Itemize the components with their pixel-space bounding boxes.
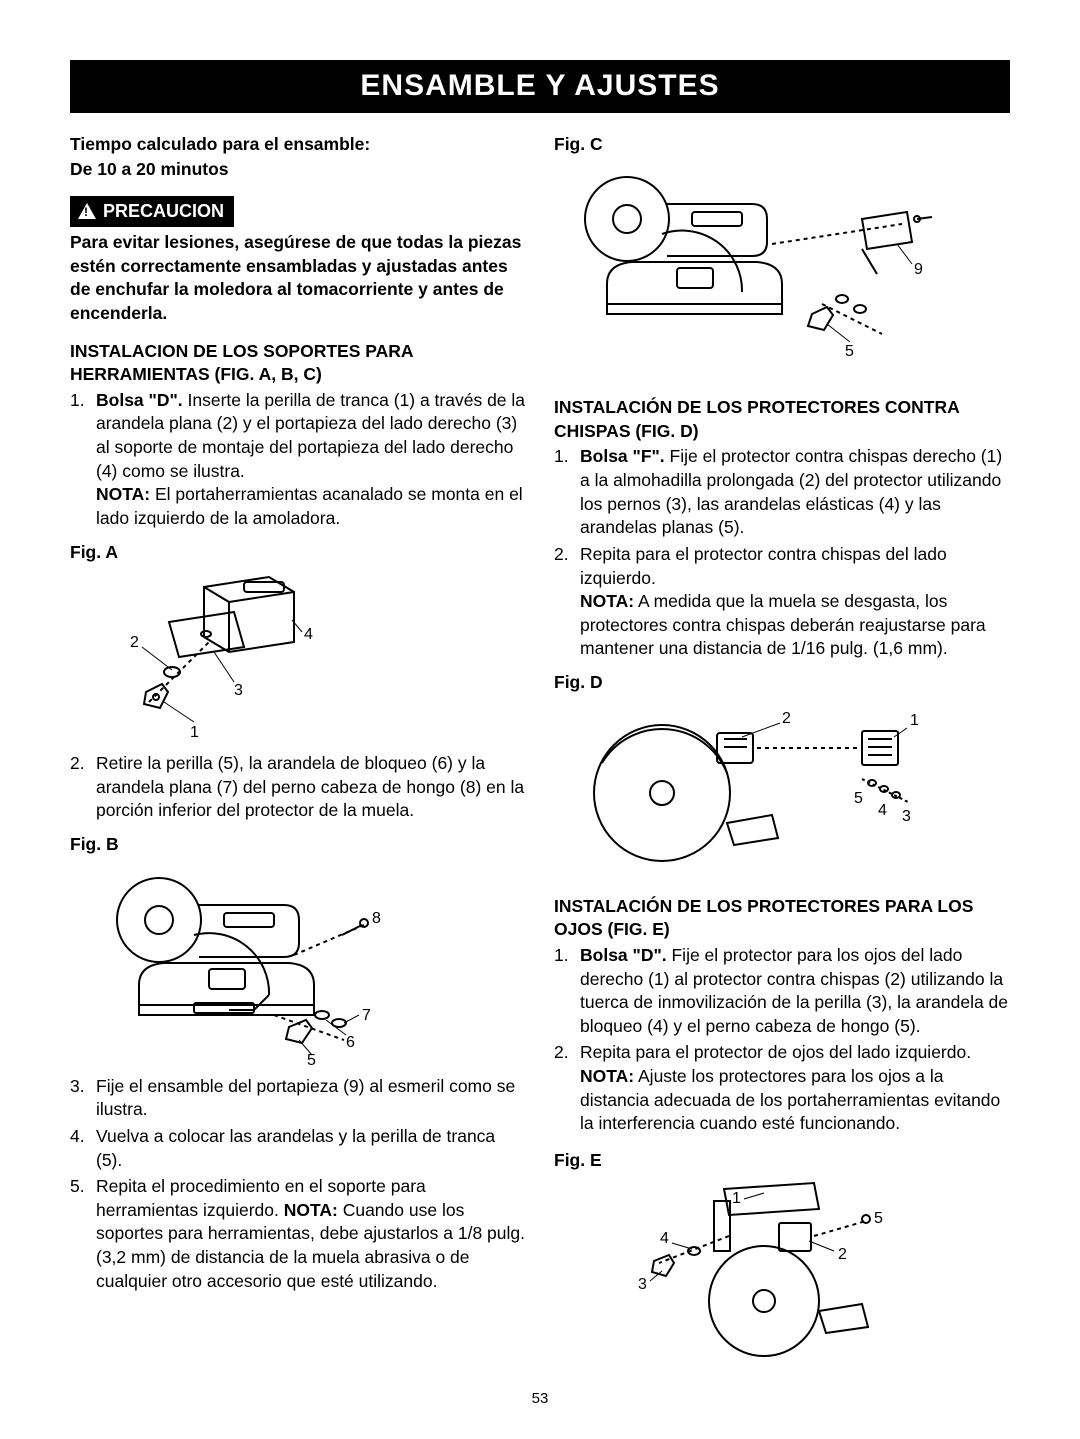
list-item: Fije el ensamble del portapieza (9) al e…	[70, 1075, 526, 1122]
callout: 1	[190, 724, 199, 741]
callout: 9	[914, 261, 923, 278]
fig-c-label: Fig. C	[554, 133, 1010, 157]
step-text: Retire la perilla (5), la arandela de bl…	[96, 753, 524, 820]
step-lead: Bolsa "D".	[580, 945, 667, 965]
note-label: NOTA:	[580, 591, 634, 611]
callout: 1	[910, 712, 919, 729]
list-item: Bolsa "D". Inserte la perilla de tranca …	[70, 389, 526, 531]
callout: 5	[854, 790, 863, 807]
fig-e-label: Fig. E	[554, 1149, 602, 1173]
page-number: 53	[70, 1389, 1010, 1409]
section3-heading: INSTALACIÓN DE LOS PROTECTORES PARA LOS …	[554, 895, 1010, 942]
callout: 5	[845, 343, 854, 360]
callout: 3	[234, 682, 243, 699]
caution-label: PRECAUCION	[103, 199, 224, 223]
callout: 4	[304, 626, 313, 643]
note-text: El portaherramientas acanalado se monta …	[96, 484, 523, 528]
section1-steps-c: Fije el ensamble del portapieza (9) al e…	[70, 1075, 526, 1294]
left-column: Tiempo calculado para el ensamble: De 10…	[70, 133, 526, 1369]
list-item: Repita para el protector contra chispas …	[554, 543, 1010, 661]
callout: 2	[130, 634, 139, 651]
step-text: A medida que la muela se desgasta, los p…	[580, 591, 986, 658]
list-item: Repita el procedimiento en el soporte pa…	[70, 1175, 526, 1293]
step-text: Ajuste los protectores para los ojos a l…	[580, 1066, 1000, 1133]
step-text: Repita para el protector de ojos del lad…	[580, 1042, 971, 1062]
list-item: Bolsa "D". Fije el protector para los oj…	[554, 944, 1010, 1039]
fig-a-label: Fig. A	[70, 541, 526, 565]
figure-b: 8 7 6 5	[70, 861, 526, 1073]
step-text: Fije el ensamble del portapieza (9) al e…	[96, 1076, 515, 1120]
callout: 2	[838, 1246, 847, 1263]
list-item: Repita para el protector de ojos del lad…	[554, 1041, 1010, 1136]
callout: 2	[782, 710, 791, 727]
callout: 3	[638, 1276, 647, 1293]
callout: 5	[874, 1210, 883, 1227]
list-item: Retire la perilla (5), la arandela de bl…	[70, 752, 526, 823]
caution-badge: PRECAUCION	[70, 196, 234, 227]
figure-a: 2 4 3 1	[70, 568, 526, 750]
callout: 8	[372, 910, 381, 927]
note-label: NOTA:	[284, 1200, 338, 1220]
note-label: NOTA:	[96, 484, 150, 504]
warning-icon	[78, 203, 96, 219]
note-label: NOTA:	[580, 1066, 634, 1086]
figure-c: 9 5	[554, 160, 1010, 382]
callout: 7	[362, 1007, 371, 1024]
figure-e: 1 5 2 4 3	[554, 1177, 1010, 1369]
step-lead: Bolsa "D".	[96, 390, 183, 410]
section3-steps: Bolsa "D". Fije el protector para los oj…	[554, 944, 1010, 1136]
section1-steps: Bolsa "D". Inserte la perilla de tranca …	[70, 389, 526, 531]
callout: 4	[878, 802, 887, 819]
section1-steps-b: Retire la perilla (5), la arandela de bl…	[70, 752, 526, 823]
two-column-layout: Tiempo calculado para el ensamble: De 10…	[70, 133, 1010, 1369]
time-text: De 10 a 20 minutos	[70, 158, 526, 182]
right-column: Fig. C	[554, 133, 1010, 1369]
step-text: Repita para el protector contra chispas …	[580, 544, 947, 588]
section2-steps: Bolsa "F". Fije el protector contra chis…	[554, 445, 1010, 661]
callout: 5	[307, 1052, 316, 1065]
fig-b-label: Fig. B	[70, 833, 526, 857]
callout: 3	[902, 808, 911, 825]
step-lead: Bolsa "F".	[580, 446, 665, 466]
callout: 1	[732, 1190, 741, 1207]
fig-d-label: Fig. D	[554, 671, 1010, 695]
figure-d: 2 1 5 4 3	[554, 699, 1010, 881]
section2-heading: INSTALACIÓN DE LOS PROTECTORES CONTRA CH…	[554, 396, 1010, 443]
callout: 6	[346, 1034, 355, 1051]
section1-heading: INSTALACION DE LOS SOPORTES PARA HERRAMI…	[70, 340, 526, 387]
step-text: Vuelva a colocar las arandelas y la peri…	[96, 1126, 495, 1170]
list-item: Vuelva a colocar las arandelas y la peri…	[70, 1125, 526, 1172]
time-heading: Tiempo calculado para el ensamble:	[70, 133, 526, 157]
callout: 4	[660, 1230, 669, 1247]
page-title: ENSAMBLE Y AJUSTES	[70, 60, 1010, 113]
list-item: Bolsa "F". Fije el protector contra chis…	[554, 445, 1010, 540]
caution-text: Para evitar lesiones, asegúrese de que t…	[70, 231, 526, 326]
